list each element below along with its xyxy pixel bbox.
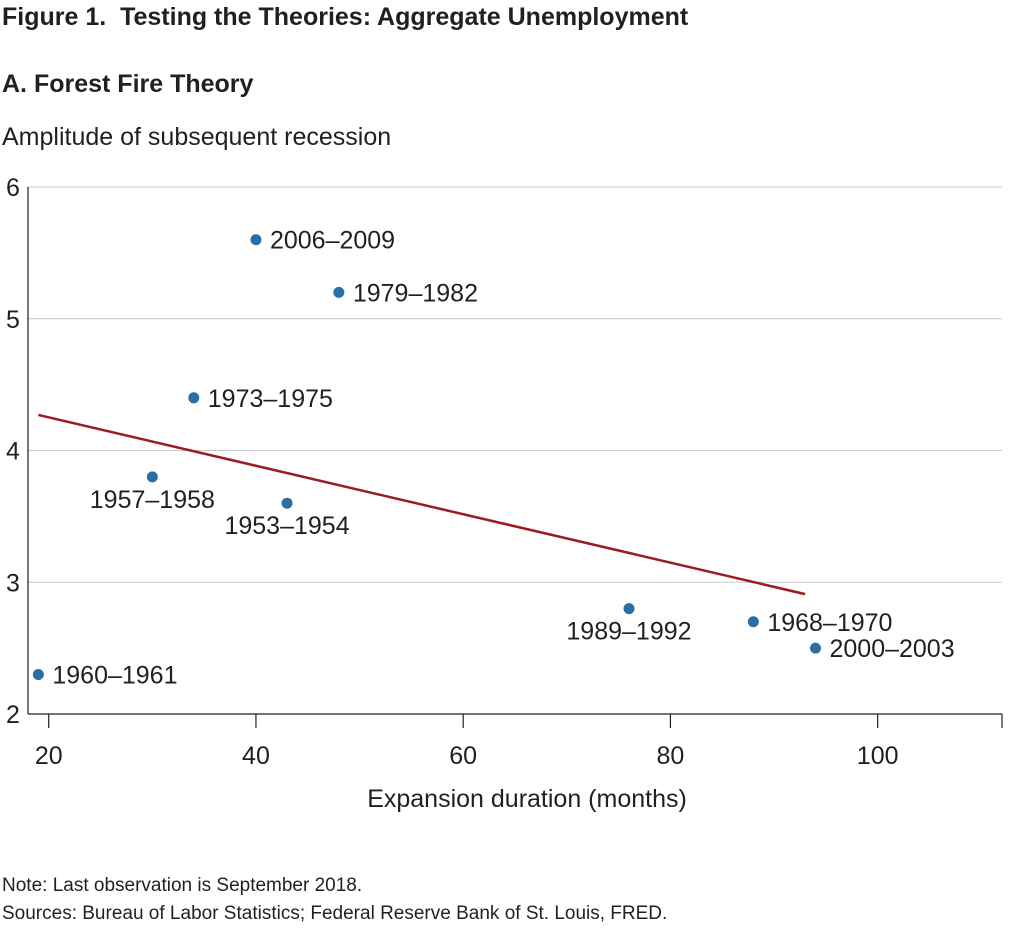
scatter-chart: 2 3 4 5 6 20 40 60 80 100 2006–2009 1979–1982 1973–… <box>6 174 1003 813</box>
axes: 2 3 4 5 6 20 40 60 80 100 <box>6 174 1003 770</box>
data-point <box>281 497 293 509</box>
y-tick-label: 3 <box>6 569 20 597</box>
x-tick-label: 40 <box>242 742 270 770</box>
data-point <box>747 616 759 628</box>
x-tick-label: 100 <box>857 742 899 770</box>
data-point-label: 1973–1975 <box>208 385 333 413</box>
figure-title: Figure 1. Testing the Theories: Aggregat… <box>2 3 689 31</box>
data-point-label: 1953–1954 <box>224 512 349 540</box>
data-point-label: 1957–1958 <box>90 486 215 514</box>
note-text: Note: Last observation is September 2018… <box>2 875 363 896</box>
data-point <box>809 642 821 654</box>
data-point <box>333 286 345 298</box>
x-tick-label: 60 <box>449 742 477 770</box>
data-point-label: 1968–1970 <box>767 609 892 637</box>
y-axis-title: Amplitude of subsequent recession <box>2 123 392 151</box>
x-axis-title: Expansion duration (months) <box>367 785 687 813</box>
data-point <box>32 668 44 680</box>
x-tick-label: 80 <box>657 742 685 770</box>
data-point <box>188 392 200 404</box>
y-tick-label: 6 <box>6 174 20 202</box>
data-point-label: 1960–1961 <box>52 661 177 689</box>
panel-title: A. Forest Fire Theory <box>2 70 254 98</box>
y-tick-label: 4 <box>6 438 20 466</box>
trend-line-group <box>38 413 806 596</box>
grid-lines <box>28 186 1002 583</box>
data-point-label: 1979–1982 <box>353 279 478 307</box>
data-point-label: 2006–2009 <box>270 227 395 255</box>
y-tick-label: 5 <box>6 306 20 334</box>
data-point <box>250 234 262 246</box>
data-points: 2006–2009 1979–1982 1973–1975 1957–1958 1953… <box>32 227 955 689</box>
sources-text: Sources: Bureau of Labor Statistics; Fed… <box>2 903 668 924</box>
x-tick-label: 20 <box>35 742 63 770</box>
data-point-label: 1989–1992 <box>566 618 691 646</box>
data-point <box>623 603 635 615</box>
y-tick-label: 2 <box>6 701 20 729</box>
data-point <box>146 471 158 483</box>
data-point-label: 2000–2003 <box>829 635 954 663</box>
trend-line <box>38 413 806 596</box>
